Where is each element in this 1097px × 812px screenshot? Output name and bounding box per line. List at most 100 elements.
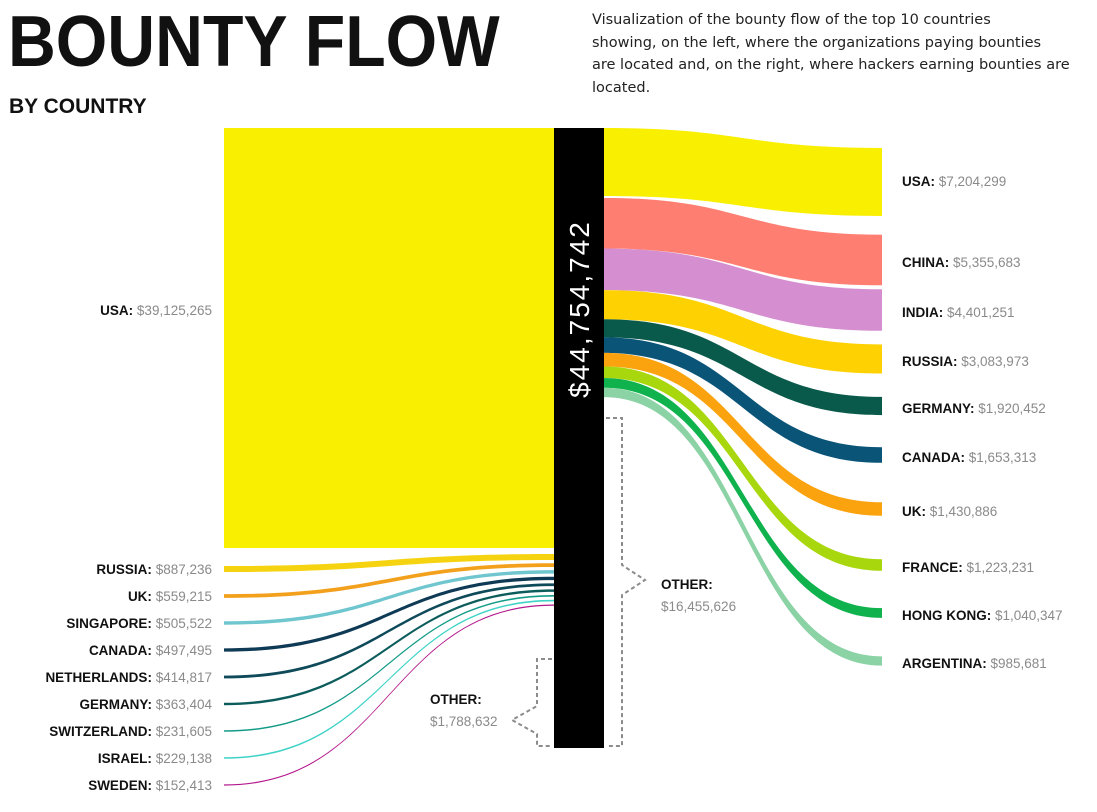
left-label-israel: ISRAEL: $229,138 <box>98 751 212 766</box>
right-flow-germany <box>604 319 882 416</box>
left-country-amount: $231,605 <box>156 724 212 739</box>
left-country-name: USA: <box>100 303 137 318</box>
left-label-singapore: SINGAPORE: $505,522 <box>66 616 212 631</box>
right-flows <box>604 128 882 666</box>
left-country-name: SWITZERLAND: <box>49 724 155 739</box>
left-country-amount: $39,125,265 <box>137 303 212 318</box>
right-flow-india <box>604 248 882 331</box>
right-country-amount: $1,223,231 <box>967 560 1035 575</box>
right-flow-uk <box>604 352 882 516</box>
description-line: located. <box>592 80 650 96</box>
right-country-name: HONG KONG: <box>902 608 995 623</box>
right-country-amount: $3,083,973 <box>961 354 1029 369</box>
right-label-russia: RUSSIA: $3,083,973 <box>902 354 1029 369</box>
left-country-amount: $559,215 <box>156 589 212 604</box>
right-country-name: CANADA: <box>902 450 969 465</box>
right-other-bracket <box>606 417 647 747</box>
left-country-amount: $497,495 <box>156 643 212 658</box>
left-country-name: SWEDEN: <box>88 778 156 793</box>
left-country-amount: $152,413 <box>156 778 212 793</box>
right-country-name: UK: <box>902 504 930 519</box>
left-other-bracket <box>509 658 552 747</box>
right-country-amount: $4,401,251 <box>947 305 1015 320</box>
right-country-name: ARGENTINA: <box>902 656 991 671</box>
left-country-name: CANADA: <box>89 643 156 658</box>
left-country-name: RUSSIA: <box>96 562 155 577</box>
left-flows <box>224 128 554 786</box>
right-country-name: FRANCE: <box>902 560 967 575</box>
left-other-label: OTHER: <box>430 692 482 707</box>
right-label-india: INDIA: $4,401,251 <box>902 305 1015 320</box>
left-flow-netherlands <box>224 583 554 679</box>
right-country-amount: $7,204,299 <box>939 174 1007 189</box>
left-label-uk: UK: $559,215 <box>128 589 212 604</box>
left-label-switzerland: SWITZERLAND: $231,605 <box>49 724 212 739</box>
right-label-argentina: ARGENTINA: $985,681 <box>902 656 1047 671</box>
right-flow-france <box>604 366 882 571</box>
left-country-amount: $229,138 <box>156 751 212 766</box>
right-flow-usa <box>604 128 882 216</box>
left-flow-usa <box>224 128 554 548</box>
left-country-name: UK: <box>128 589 156 604</box>
left-flow-israel <box>224 599 554 759</box>
left-flow-singapore <box>224 570 554 625</box>
left-label-sweden: SWEDEN: $152,413 <box>88 778 212 793</box>
right-country-amount: $5,355,683 <box>953 255 1021 270</box>
left-other-amount: $1,788,632 <box>430 714 498 729</box>
left-flow-sweden <box>224 604 554 786</box>
description-line: Visualization of the bounty flow of the … <box>592 12 991 28</box>
right-flow-russia <box>604 290 882 374</box>
left-label-russia: RUSSIA: $887,236 <box>96 562 212 577</box>
right-country-amount: $985,681 <box>991 656 1047 671</box>
right-country-amount: $1,430,886 <box>930 504 998 519</box>
total-value-label: $44,754,742 <box>564 220 595 398</box>
right-country-amount: $1,920,452 <box>978 401 1046 416</box>
right-country-amount: $1,653,313 <box>969 450 1037 465</box>
left-country-amount: $887,236 <box>156 562 212 577</box>
left-label-usa: USA: $39,125,265 <box>100 303 212 318</box>
chart-title: BOUNTY FLOW <box>8 0 500 81</box>
left-label-germany: GERMANY: $363,404 <box>79 697 212 712</box>
right-labels: USA: $7,204,299 CHINA: $5,355,683 INDIA: $… <box>902 174 1063 671</box>
left-country-name: ISRAEL: <box>98 751 156 766</box>
right-other-label: OTHER: <box>661 577 713 592</box>
left-country-name: NETHERLANDS: <box>45 670 155 685</box>
left-country-amount: $505,522 <box>156 616 212 631</box>
total-bar <box>554 128 604 748</box>
right-country-name: RUSSIA: <box>902 354 961 369</box>
right-country-name: INDIA: <box>902 305 947 320</box>
left-country-amount: $414,817 <box>156 670 212 685</box>
left-flow-russia <box>224 554 554 572</box>
right-flow-argentina <box>604 387 882 666</box>
right-label-france: FRANCE: $1,223,231 <box>902 560 1034 575</box>
right-label-uk: UK: $1,430,886 <box>902 504 997 519</box>
right-country-name: CHINA: <box>902 255 953 270</box>
right-flow-hong-kong <box>604 377 882 618</box>
right-flow-china <box>604 198 882 286</box>
left-flow-uk <box>224 563 554 598</box>
right-flow-canada <box>604 337 882 463</box>
left-country-name: GERMANY: <box>79 697 155 712</box>
left-label-canada: CANADA: $497,495 <box>89 643 212 658</box>
right-country-name: GERMANY: <box>902 401 978 416</box>
right-label-china: CHINA: $5,355,683 <box>902 255 1021 270</box>
right-other-amount: $16,455,626 <box>661 599 736 614</box>
right-label-canada: CANADA: $1,653,313 <box>902 450 1036 465</box>
left-flow-switzerland <box>224 595 554 732</box>
right-label-hong-kong: HONG KONG: $1,040,347 <box>902 608 1063 623</box>
chart-description: Visualization of the bounty flow of the … <box>592 12 1070 96</box>
left-flow-germany <box>224 589 554 706</box>
description-line: are located and, on the right, where hac… <box>592 57 1070 73</box>
right-country-amount: $1,040,347 <box>995 608 1063 623</box>
left-label-netherlands: NETHERLANDS: $414,817 <box>45 670 212 685</box>
left-flow-canada <box>224 576 554 652</box>
right-label-usa: USA: $7,204,299 <box>902 174 1006 189</box>
description-line: showing, on the left, where the organiza… <box>592 35 1041 51</box>
right-country-name: USA: <box>902 174 939 189</box>
chart-subtitle: BY COUNTRY <box>9 95 147 118</box>
left-country-name: SINGAPORE: <box>66 616 155 631</box>
right-label-germany: GERMANY: $1,920,452 <box>902 401 1046 416</box>
left-country-amount: $363,404 <box>156 697 213 712</box>
